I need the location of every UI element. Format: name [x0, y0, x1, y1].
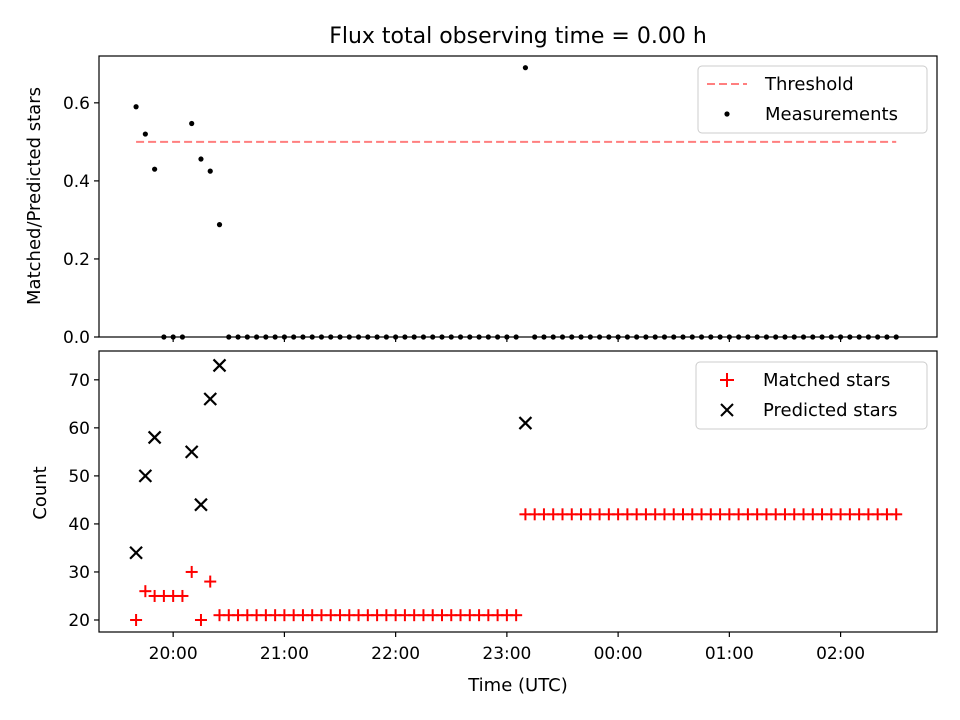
legend-measurements-label: Measurements — [765, 104, 898, 125]
bottom-y-tick-label: 70 — [68, 371, 90, 391]
predicted-star-point — [147, 430, 162, 445]
bottom-panel: Count Time (UTC) 20 30 40 50 60 70 20:00 21:00… — [30, 350, 938, 696]
predicted-star-point — [212, 358, 227, 373]
measurement-point — [142, 131, 148, 137]
bottom-x-tick-label: 23:00 — [482, 644, 531, 664]
legend-matched-swatch — [720, 373, 734, 387]
predicted-star-point — [518, 416, 533, 430]
top-y-axis-label: Matched/Predicted stars — [24, 87, 45, 305]
bottom-x-tick-label: 22:00 — [371, 644, 420, 664]
matched-star-point — [130, 613, 143, 626]
bottom-plot-area — [129, 358, 903, 626]
bottom-y-tick-label: 50 — [68, 467, 90, 487]
measurement-point — [189, 120, 195, 127]
top-y-tick-label: 0.4 — [63, 172, 90, 192]
legend-measurements-swatch — [724, 111, 730, 117]
measurement-point — [133, 104, 139, 110]
top-axes-frame — [98, 55, 938, 338]
bottom-x-tick-label: 01:00 — [705, 644, 754, 664]
matched-star-point — [510, 609, 523, 622]
matched-star-point — [890, 508, 903, 521]
bottom-y-tick-label: 40 — [68, 515, 90, 535]
bottom-legend-box — [695, 361, 928, 430]
bottom-y-ticks: 20 30 40 50 60 70 — [68, 371, 99, 631]
bottom-y-tick-label: 30 — [68, 563, 90, 583]
predicted-star-point — [138, 469, 153, 483]
measurement-point — [216, 222, 223, 228]
bottom-x-tick-label: 00:00 — [594, 644, 643, 664]
matched-star-point — [194, 613, 207, 626]
bottom-x-tick-label: 20:00 — [149, 644, 198, 664]
top-chart-title: Flux total observing time = 0.00 h — [329, 24, 707, 49]
measurement-point — [207, 168, 213, 174]
top-y-ticks: 0.0 0.2 0.4 0.6 — [63, 94, 99, 348]
measurement-point — [522, 65, 529, 71]
predicted-star-point — [203, 392, 218, 406]
predicted-star-point — [129, 545, 143, 560]
top-legend-box — [697, 65, 928, 134]
matched-star-point — [176, 589, 189, 602]
legend-threshold-label: Threshold — [764, 74, 854, 95]
matched-star-point — [139, 585, 152, 598]
top-y-tick-label: 0.6 — [63, 94, 90, 114]
bottom-legend: Matched stars Predicted stars — [695, 361, 928, 430]
legend-matched-label: Matched stars — [763, 370, 890, 391]
predicted-star-point — [184, 445, 199, 459]
bottom-y-tick-label: 20 — [68, 611, 90, 631]
bottom-x-tick-label: 21:00 — [260, 644, 309, 664]
top-y-tick-label: 0.2 — [63, 250, 90, 270]
matched-star-point — [185, 565, 198, 578]
bottom-x-ticks: 20:00 21:00 22:00 23:00 00:00 01:00 02:00 — [149, 632, 865, 664]
bottom-x-tick-label: 02:00 — [816, 644, 865, 664]
bottom-y-tick-label: 60 — [68, 419, 90, 439]
top-legend: Threshold Measurements — [697, 65, 928, 134]
measurement-point — [152, 166, 158, 172]
bottom-x-axis-label: Time (UTC) — [467, 675, 568, 696]
bottom-y-axis-label: Count — [30, 466, 51, 519]
legend-predicted-label: Predicted stars — [763, 400, 897, 421]
top-panel: Flux total observing time = 0.00 h Match… — [24, 24, 938, 348]
top-y-tick-label: 0.0 — [63, 328, 90, 348]
bottom-axes-frame — [98, 350, 938, 633]
predicted-star-point — [194, 497, 208, 512]
legend-predicted-swatch — [720, 403, 734, 417]
matched-star-point — [204, 575, 217, 588]
measurement-point — [198, 156, 204, 162]
